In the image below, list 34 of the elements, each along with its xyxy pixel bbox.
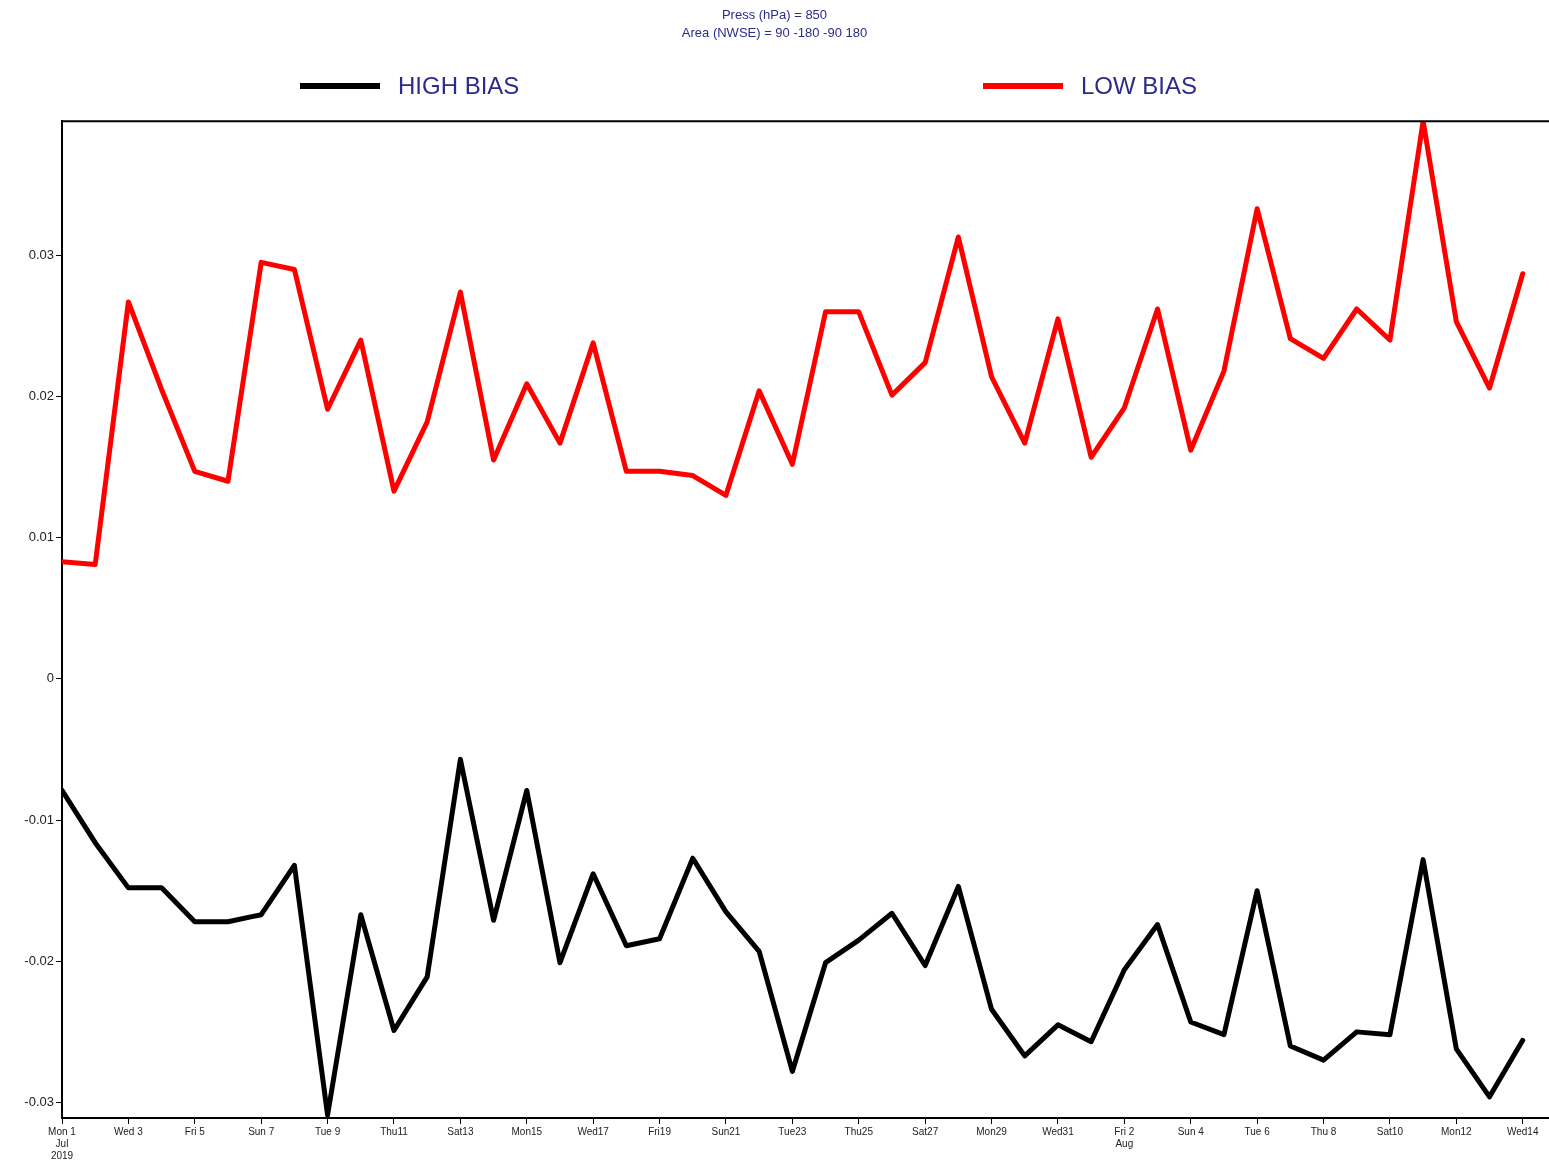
x-tick-label: Fri19: [648, 1125, 672, 1137]
x-tick-label: Fri 5: [184, 1125, 206, 1137]
x-tick-label: Mon 1 Jul 2019: [48, 1125, 77, 1161]
x-tick-label: Wed14: [1506, 1125, 1539, 1137]
x-tick-label: Tue 6: [1244, 1125, 1271, 1137]
x-tick-label: Wed31: [1042, 1125, 1075, 1137]
x-tick-label: Mon15: [511, 1125, 543, 1137]
x-tick-label: Sun 4: [1177, 1125, 1205, 1137]
legend-label: HIGH BIAS: [398, 72, 521, 100]
x-tick-label: Thu 8: [1310, 1125, 1337, 1137]
x-tick-label: Sun21: [711, 1125, 741, 1137]
x-tick-label: Sat13: [447, 1125, 474, 1137]
x-tick-label: Fri 2 Aug: [1114, 1125, 1135, 1149]
y-tick-label: -0.02: [24, 952, 54, 968]
x-tick-label: Mon12: [1441, 1125, 1473, 1137]
y-tick-label: 0: [46, 670, 54, 686]
x-tick-label: Tue23: [778, 1125, 807, 1137]
y-tick-label: 0.02: [28, 388, 54, 404]
legend-label: LOW BIAS: [1081, 72, 1199, 100]
x-tick-label: Sat27: [912, 1125, 939, 1137]
chart-title: Press (hPa) = 850: [721, 7, 828, 23]
x-tick-label: Wed17: [577, 1125, 610, 1137]
y-tick-label: 0.01: [28, 529, 54, 545]
x-tick-label: Thu11: [380, 1125, 409, 1137]
x-tick-label: Mon29: [976, 1125, 1008, 1137]
x-tick-label: Tue 9: [314, 1125, 341, 1137]
chart-subtitle: Area (NWSE) = 90 -180 -90 180: [681, 24, 868, 40]
x-tick-label: Sun 7: [248, 1125, 275, 1137]
y-tick-label: 0.03: [28, 246, 54, 262]
x-tick-label: Sat10: [1376, 1125, 1404, 1137]
x-tick-label: Wed 3: [114, 1125, 144, 1137]
y-tick-label: -0.03: [24, 1094, 54, 1110]
y-tick-label: -0.01: [24, 811, 54, 827]
x-tick-label: Thu25: [844, 1125, 874, 1137]
